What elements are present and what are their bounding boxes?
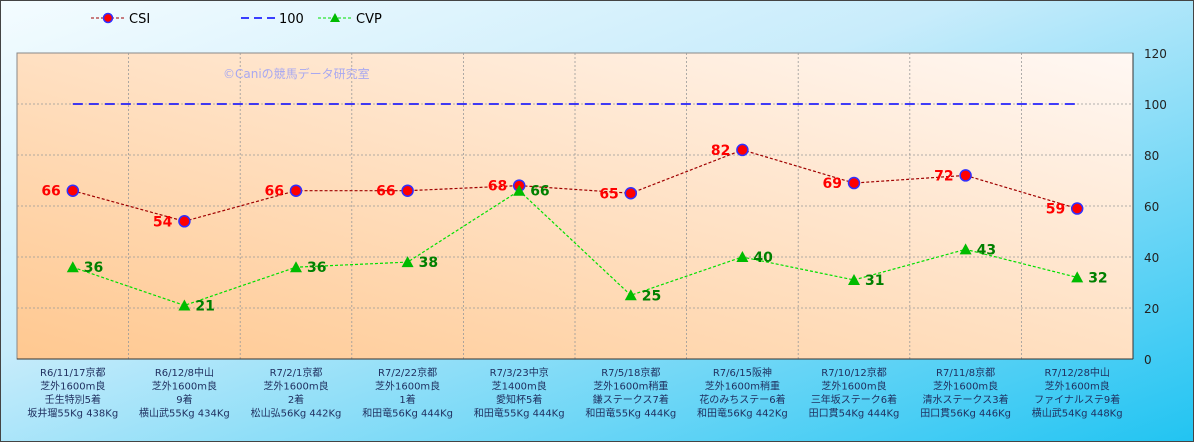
x-tick-label: R7/5/18京都 [601, 366, 660, 379]
x-tick-label: R6/12/8中山 [155, 366, 214, 379]
cvp-data-label: 31 [865, 273, 884, 289]
x-tick-label: 坂井瑠55Kg 438Kg [27, 407, 118, 420]
cvp-data-label: 40 [753, 250, 773, 266]
x-tick-label: 三年坂ステーク6着 [811, 393, 897, 406]
x-tick-label: R7/2/1京都 [270, 366, 323, 379]
x-tick-label: 横山武54Kg 448Kg [1032, 407, 1123, 420]
x-tick-label: R6/11/17京都 [40, 366, 106, 379]
x-tick-label: 壬生特別5着 [45, 393, 101, 406]
cvp-point [290, 261, 302, 273]
cvp-point [178, 299, 191, 311]
csi-point [959, 169, 972, 182]
x-tick-label: R7/10/12京都 [821, 366, 887, 379]
x-tick-label: 芝外1600m良 [263, 380, 328, 393]
legend-label-CSI: CSI [129, 12, 150, 27]
x-tick-label: 清水ステークス3着 [923, 393, 1009, 406]
csi-data-label: 66 [265, 184, 284, 200]
cvp-data-label: 36 [84, 260, 103, 276]
x-tick-label: 松山弘56Kg 442Kg [251, 407, 342, 420]
y-tick-label: 0 [1144, 353, 1152, 367]
cvp-point [624, 289, 637, 301]
csi-data-label: 59 [1046, 202, 1065, 218]
x-tick-label: 田口貫54Kg 444Kg [809, 408, 900, 420]
x-tick-label: R7/2/22京都 [378, 366, 437, 379]
legend-marker-triangle [330, 13, 340, 22]
csi-point [847, 176, 861, 190]
csi-data-label: 66 [41, 184, 60, 200]
x-tick-label: 芝外1600m良 [1045, 380, 1110, 393]
cvp-point [513, 184, 526, 196]
csi-data-label: 69 [823, 176, 842, 192]
cvp-data-label: 38 [419, 255, 438, 271]
cvp-data-label: 66 [530, 184, 549, 200]
x-tick-label: 和田竜56Kg 442Kg [697, 407, 788, 420]
csi-point [66, 184, 80, 197]
csi-point [289, 184, 303, 197]
csi-data-label: 72 [934, 168, 953, 184]
x-tick-label: 芝外1600m良 [152, 380, 217, 393]
x-tick-label: R7/6/15阪神 [713, 366, 772, 379]
x-tick-label: R7/3/23中京 [490, 366, 549, 379]
csi-point [1070, 202, 1084, 215]
x-tick-label: R7/12/28中山 [1044, 366, 1110, 379]
csi-point [624, 187, 638, 200]
x-tick-label: 花のみちステー6着 [699, 393, 785, 406]
y-tick-label: 80 [1144, 149, 1159, 163]
csi-data-label: 65 [599, 186, 618, 202]
watermark: ©Caniの競馬データ研究室 [223, 66, 370, 81]
cvp-point [401, 256, 414, 268]
csi-point [736, 143, 749, 157]
cvp-data-label: 32 [1088, 270, 1107, 286]
x-tick-label: 田口貫56Kg 446Kg [920, 408, 1011, 420]
cvp-data-label: 43 [977, 242, 996, 258]
series-line-CSI [72, 149, 1078, 222]
x-tick-label: 芝外1600m良 [40, 380, 105, 393]
y-tick-label: 20 [1144, 302, 1159, 316]
csi-data-label: 66 [376, 184, 395, 200]
legend-label-CVP: CVP [356, 12, 382, 27]
cvp-data-label: 21 [195, 298, 214, 314]
x-tick-label: 1着 [399, 393, 415, 406]
y-tick-label: 120 [1144, 47, 1167, 61]
x-tick-label: 芝外1600m稍重 [593, 380, 668, 393]
x-tick-label: 和田竜55Kg 444Kg [474, 407, 565, 420]
x-tick-label: 和田竜56Kg 444Kg [362, 407, 453, 420]
y-tick-label: 40 [1144, 251, 1159, 265]
csi-data-label: 68 [488, 179, 507, 195]
cvp-data-label: 36 [307, 260, 326, 276]
y-tick-label: 60 [1144, 200, 1159, 214]
csi-point [401, 184, 414, 197]
cvp-point [1071, 271, 1084, 283]
cvp-point [66, 261, 79, 273]
cvp-point [848, 273, 860, 285]
x-tick-label: 和田竜55Kg 444Kg [585, 407, 676, 420]
x-tick-label: 愛知杯5着 [496, 393, 542, 406]
csi-data-label: 54 [153, 214, 173, 230]
x-tick-label: R7/11/8京都 [936, 366, 995, 379]
x-tick-label: 芝1400m良 [492, 380, 547, 393]
x-tick-label: 芝外1600m稍重 [705, 380, 780, 393]
csi-data-label: 82 [711, 143, 730, 159]
cvp-point [959, 243, 972, 255]
x-tick-label: 横山武55Kg 434Kg [139, 407, 230, 420]
x-tick-label: 鎌ステークス7着 [593, 393, 669, 406]
x-tick-label: 2着 [288, 393, 304, 406]
x-tick-label: ファイナルステ9着 [1034, 393, 1120, 406]
x-tick-label: 芝外1600m良 [933, 380, 998, 393]
cvp-data-label: 25 [642, 288, 661, 304]
legend-marker-circle [102, 12, 114, 24]
series-line-CVP [72, 189, 1078, 307]
cvp-point [736, 251, 749, 262]
x-tick-label: 9着 [176, 393, 192, 406]
legend-label-100: 100 [279, 12, 304, 27]
x-tick-label: 芝外1600m良 [375, 380, 440, 393]
y-tick-label: 100 [1144, 98, 1167, 112]
x-tick-label: 芝外1600m良 [821, 380, 886, 393]
csi-point [178, 215, 191, 228]
